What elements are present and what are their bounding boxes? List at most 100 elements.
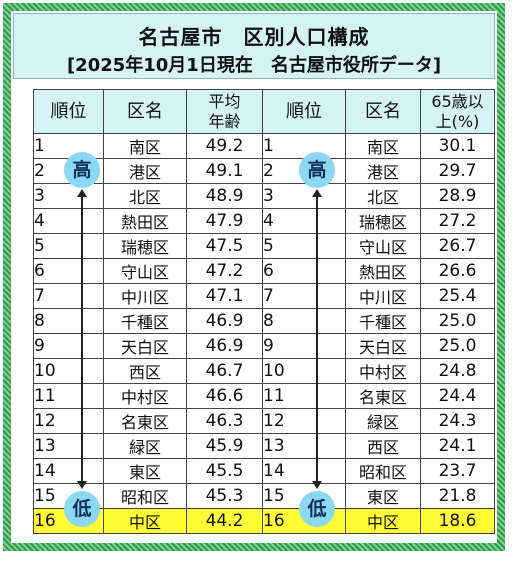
- average-age-cell: 45.9: [186, 433, 263, 459]
- elderly-ratio-cell: 24.1: [420, 433, 495, 459]
- elderly-ratio-cell: 25.4: [420, 283, 495, 309]
- rank-cell: 11: [33, 383, 104, 409]
- average-age-cell: 46.9: [186, 333, 263, 359]
- rank-cell: 8: [33, 308, 104, 334]
- ward-cell: 南区: [103, 133, 187, 159]
- table-row: 11 中村区 46.6 11 名東区 24.4: [33, 383, 495, 409]
- header-rank-elderly: 順位: [262, 89, 346, 134]
- average-age-cell: 48.9: [186, 183, 263, 209]
- table-row: 12 名東区 46.3 12 緑区 24.3: [33, 408, 495, 434]
- rank-cell: 3: [262, 183, 346, 209]
- table-row: 3 北区 48.9 3 北区 28.9: [33, 183, 495, 209]
- rank-cell: 1: [33, 133, 104, 159]
- rank-cell: 14: [33, 458, 104, 484]
- ranking-table: 順位 区名 平均 年齢 順位 区名 65歳以 上(%) 1 南区 49.2 1 南区 30…: [33, 89, 495, 534]
- ward-cell: 瑞穂区: [103, 233, 187, 259]
- header-average-age-line2: 年齢: [208, 111, 241, 131]
- table-row: 14 東区 45.5 14 昭和区 23.7: [33, 458, 495, 484]
- elderly-ratio-cell: 24.8: [420, 358, 495, 384]
- header-row: 順位 区名 平均 年齢 順位 区名 65歳以 上(%): [33, 89, 495, 134]
- average-age-cell: 46.6: [186, 383, 263, 409]
- ward-cell: 中区: [103, 508, 187, 534]
- table-row: 6 守山区 47.2 6 熱田区 26.6: [33, 258, 495, 284]
- ward-cell: 天白区: [103, 333, 187, 359]
- arrow-down-right: [312, 481, 322, 489]
- elderly-ratio-cell: 28.9: [420, 183, 495, 209]
- average-age-cell: 45.5: [186, 458, 263, 484]
- average-age-cell: 47.9: [186, 208, 263, 234]
- table-row: 2 港区 49.1 2 港区 29.7: [33, 158, 495, 184]
- page-title: 名古屋市 区別人口構成: [138, 25, 370, 49]
- ward-cell: 東区: [345, 483, 421, 509]
- rank-cell: 13: [262, 433, 346, 459]
- elderly-ratio-cell: 30.1: [420, 133, 495, 159]
- rank-cell: 3: [33, 183, 104, 209]
- table-row: 16 中区 44.2 16 中区 18.6: [33, 508, 495, 534]
- average-age-cell: 46.3: [186, 408, 263, 434]
- rank-cell: 13: [33, 433, 104, 459]
- average-age-cell: 47.1: [186, 283, 263, 309]
- ward-cell: 港区: [345, 158, 421, 184]
- average-age-cell: 44.2: [186, 508, 263, 534]
- ward-cell: 昭和区: [345, 458, 421, 484]
- elderly-ratio-cell: 23.7: [420, 458, 495, 484]
- high-badge-left: 高: [64, 152, 100, 188]
- elderly-ratio-cell: 25.0: [420, 333, 495, 359]
- rank-cell: 10: [33, 358, 104, 384]
- table-body: 1 南区 49.2 1 南区 30.1 2 港区 49.1 2 港区 29.7 3 北区 48.9 3 北区 28…: [33, 133, 495, 534]
- document-sheet: 名古屋市 区別人口構成 [2025年10月1日現在 名古屋市役所データ] 順位 …: [11, 11, 497, 543]
- low-badge-right: 低: [299, 491, 335, 527]
- ward-cell: 名東区: [345, 383, 421, 409]
- ward-cell: 熱田区: [103, 208, 187, 234]
- average-age-cell: 49.1: [186, 158, 263, 184]
- rank-cell: 12: [33, 408, 104, 434]
- ward-cell: 瑞穂区: [345, 208, 421, 234]
- rank-cell: 6: [33, 258, 104, 284]
- table-row: 7 中川区 47.1 7 中川区 25.4: [33, 283, 495, 309]
- title-box: 名古屋市 区別人口構成 [2025年10月1日現在 名古屋市役所データ]: [13, 13, 495, 79]
- header-average-age: 平均 年齢: [186, 89, 263, 134]
- ward-cell: 港区: [103, 158, 187, 184]
- low-badge-left: 低: [64, 491, 100, 527]
- rank-cell: 7: [33, 283, 104, 309]
- header-average-age-line1: 平均: [208, 91, 241, 111]
- header-elderly-line1: 65歳以: [431, 91, 484, 111]
- ward-cell: 北区: [345, 183, 421, 209]
- ward-cell: 守山区: [103, 258, 187, 284]
- ward-cell: 中村区: [103, 383, 187, 409]
- ward-cell: 北区: [103, 183, 187, 209]
- arrow-up-left: [77, 189, 87, 197]
- table-row: 5 瑞穂区 47.5 5 守山区 26.7: [33, 233, 495, 259]
- table-row: 13 緑区 45.9 13 西区 24.1: [33, 433, 495, 459]
- rank-cell: 9: [33, 333, 104, 359]
- ward-cell: 中川区: [345, 283, 421, 309]
- header-elderly-line2: 上(%): [435, 111, 480, 131]
- header-elderly-ratio: 65歳以 上(%): [420, 89, 495, 134]
- ward-cell: 中川区: [103, 283, 187, 309]
- table-row: 9 天白区 46.9 9 天白区 25.0: [33, 333, 495, 359]
- arrow-up-right: [312, 189, 322, 197]
- table-row: 4 熱田区 47.9 4 瑞穂区 27.2: [33, 208, 495, 234]
- ward-cell: 緑区: [345, 408, 421, 434]
- ward-cell: 西区: [103, 358, 187, 384]
- rank-cell: 4: [262, 208, 346, 234]
- arrow-line-right: [316, 196, 318, 482]
- table-row: 10 西区 46.7 10 中村区 24.8: [33, 358, 495, 384]
- rank-cell: 6: [262, 258, 346, 284]
- elderly-ratio-cell: 21.8: [420, 483, 495, 509]
- ward-cell: 中区: [345, 508, 421, 534]
- page-subtitle: [2025年10月1日現在 名古屋市役所データ]: [66, 55, 442, 76]
- ward-cell: 東区: [103, 458, 187, 484]
- rank-cell: 5: [33, 233, 104, 259]
- header-ward-elderly: 区名: [345, 89, 421, 134]
- rank-cell: 5: [262, 233, 346, 259]
- rank-cell: 1: [262, 133, 346, 159]
- elderly-ratio-cell: 26.7: [420, 233, 495, 259]
- elderly-ratio-cell: 27.2: [420, 208, 495, 234]
- average-age-cell: 49.2: [186, 133, 263, 159]
- average-age-cell: 47.5: [186, 233, 263, 259]
- ward-cell: 南区: [345, 133, 421, 159]
- header-rank-age: 順位: [33, 89, 104, 134]
- table-row: 8 千種区 46.9 8 千種区 25.0: [33, 308, 495, 334]
- elderly-ratio-cell: 24.3: [420, 408, 495, 434]
